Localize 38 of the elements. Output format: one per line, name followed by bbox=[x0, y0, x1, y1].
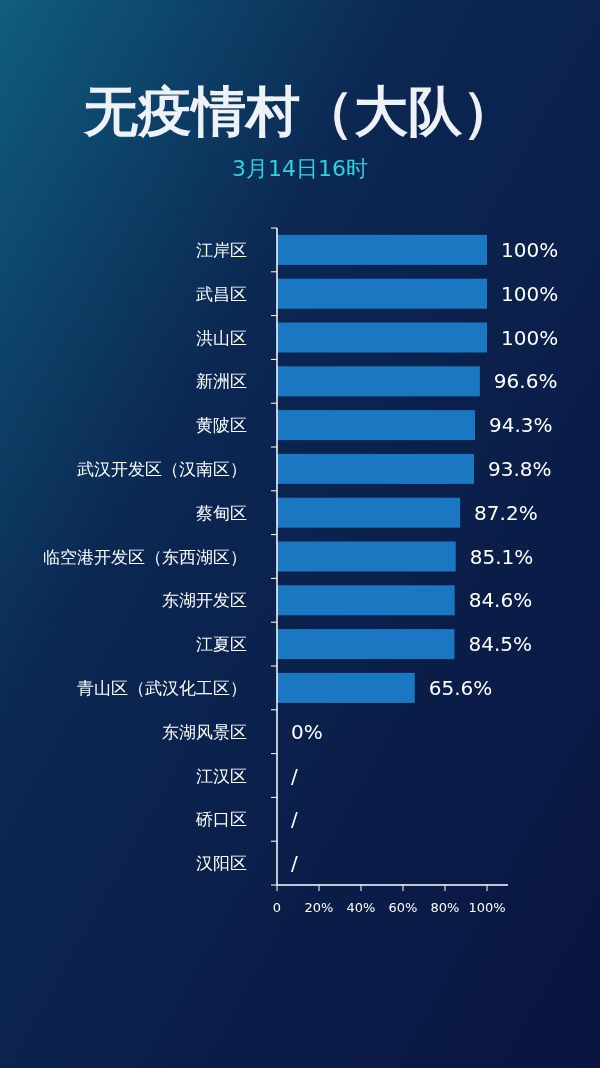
x-tick-label: 80% bbox=[430, 900, 460, 915]
data-label: 65.6% bbox=[428, 675, 493, 700]
y-tick-label: 武昌区 bbox=[196, 283, 247, 304]
x-tick-label: 0 bbox=[272, 900, 282, 915]
y-tick-label: 汉阳区 bbox=[196, 853, 247, 874]
text: / bbox=[291, 807, 298, 832]
chart-subtitle: 3月14日16时 bbox=[232, 156, 368, 181]
y-tick-label: 新洲区 bbox=[196, 371, 247, 392]
data-label: 84.5% bbox=[468, 632, 532, 657]
x-tick-label: 60% bbox=[388, 900, 418, 915]
text: / bbox=[291, 851, 298, 876]
y-tick-label: 青山区（武汉化工区） bbox=[77, 677, 247, 698]
x-tick-label: 40% bbox=[346, 900, 376, 915]
data-label: 85.1% bbox=[469, 544, 534, 569]
data-label: 100% bbox=[501, 325, 559, 350]
data-label: 93.8% bbox=[487, 456, 552, 481]
data-label: 96.6% bbox=[493, 369, 558, 394]
chart-title: 无疫情村（大队） bbox=[83, 80, 516, 143]
y-tick-label: 江夏区 bbox=[196, 634, 247, 655]
y-tick-label: 武汉开发区（汉南区） bbox=[77, 458, 247, 479]
y-tick-label: 蔡甸区 bbox=[196, 502, 247, 523]
data-label: 100% bbox=[501, 237, 559, 262]
y-tick-label: 江汉区 bbox=[196, 765, 247, 786]
y-tick-label: 硚口区 bbox=[195, 809, 247, 830]
text: / bbox=[291, 763, 298, 788]
y-tick-label: 黄陂区 bbox=[196, 415, 247, 436]
y-tick-label: 洪山区 bbox=[196, 327, 247, 348]
x-tick-label: 20% bbox=[304, 900, 334, 915]
data-label: 87.2% bbox=[474, 500, 538, 525]
data-label: 0% bbox=[291, 719, 323, 744]
y-tick-label: 临空港开发区（东西湖区） bbox=[43, 546, 247, 567]
data-label: 94.3% bbox=[489, 413, 553, 438]
y-tick-label: 东湖开发区 bbox=[162, 590, 247, 611]
y-tick-label: 江岸区 bbox=[196, 239, 247, 260]
x-tick-label: 100% bbox=[468, 900, 506, 915]
data-label: 100% bbox=[501, 281, 559, 306]
data-label: 84.6% bbox=[468, 588, 533, 613]
y-tick-label: 东湖风景区 bbox=[162, 721, 247, 742]
